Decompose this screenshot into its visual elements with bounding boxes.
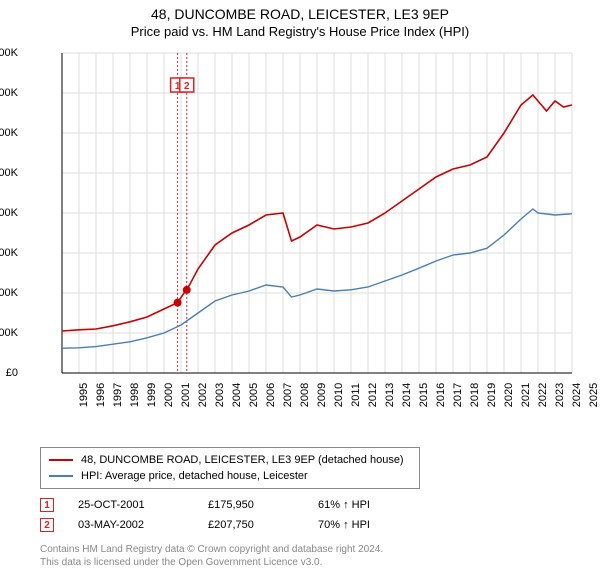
sale-date: 25-OCT-2001 bbox=[78, 499, 208, 511]
y-tick-label: £600K bbox=[0, 127, 20, 139]
y-tick-label: £200K bbox=[0, 287, 20, 299]
chart-area: 12 £0£100K£200K£300K£400K£500K£600K£700K… bbox=[20, 43, 580, 393]
y-tick-label: £0 bbox=[6, 367, 20, 379]
chart-container: 48, DUNCOMBE ROAD, LEICESTER, LE3 9EP Pr… bbox=[0, 6, 600, 566]
x-axis-labels: 1995199619971998199920002001200220032004… bbox=[20, 393, 580, 443]
chart-subtitle: Price paid vs. HM Land Registry's House … bbox=[0, 24, 600, 39]
sale-date: 03-MAY-2002 bbox=[78, 519, 208, 531]
sale-price: £175,950 bbox=[208, 499, 318, 511]
footer-text: Contains HM Land Registry data © Crown c… bbox=[40, 543, 600, 569]
footer-line-2: This data is licensed under the Open Gov… bbox=[40, 556, 600, 569]
y-tick-label: £100K bbox=[0, 327, 20, 339]
y-tick-label: £400K bbox=[0, 207, 20, 219]
x-tick-label: 2025 bbox=[572, 383, 600, 407]
sales-table: 1 25-OCT-2001£175,95061% ↑ HPI 2 03-MAY-200… bbox=[40, 495, 600, 535]
sale-price: £207,750 bbox=[208, 519, 318, 531]
legend-swatch bbox=[49, 459, 73, 461]
footer-line-1: Contains HM Land Registry data © Crown c… bbox=[40, 543, 600, 556]
sale-hpi: 61% ↑ HPI bbox=[318, 499, 418, 511]
y-tick-label: £700K bbox=[0, 87, 20, 99]
y-tick-label: £300K bbox=[0, 247, 20, 259]
legend-swatch bbox=[49, 475, 73, 477]
legend-label: 48, DUNCOMBE ROAD, LEICESTER, LE3 9EP (d… bbox=[81, 454, 404, 466]
sale-hpi: 70% ↑ HPI bbox=[318, 519, 418, 531]
sale-marker: 1 bbox=[40, 498, 54, 512]
y-tick-label: £800K bbox=[0, 47, 20, 59]
sale-marker: 2 bbox=[40, 518, 54, 532]
chart-title: 48, DUNCOMBE ROAD, LEICESTER, LE3 9EP bbox=[0, 6, 600, 22]
legend-item: HPI: Average price, detached house, Leic… bbox=[49, 468, 411, 484]
legend-item: 48, DUNCOMBE ROAD, LEICESTER, LE3 9EP (d… bbox=[49, 452, 411, 468]
sale-row: 2 03-MAY-2002£207,75070% ↑ HPI bbox=[40, 515, 600, 535]
y-tick-label: £500K bbox=[0, 167, 20, 179]
sale-row: 1 25-OCT-2001£175,95061% ↑ HPI bbox=[40, 495, 600, 515]
legend-box: 48, DUNCOMBE ROAD, LEICESTER, LE3 9EP (d… bbox=[40, 447, 420, 489]
legend-label: HPI: Average price, detached house, Leic… bbox=[81, 470, 308, 482]
svg-text:2: 2 bbox=[184, 81, 190, 92]
line-chart-svg: 12 bbox=[20, 43, 580, 393]
